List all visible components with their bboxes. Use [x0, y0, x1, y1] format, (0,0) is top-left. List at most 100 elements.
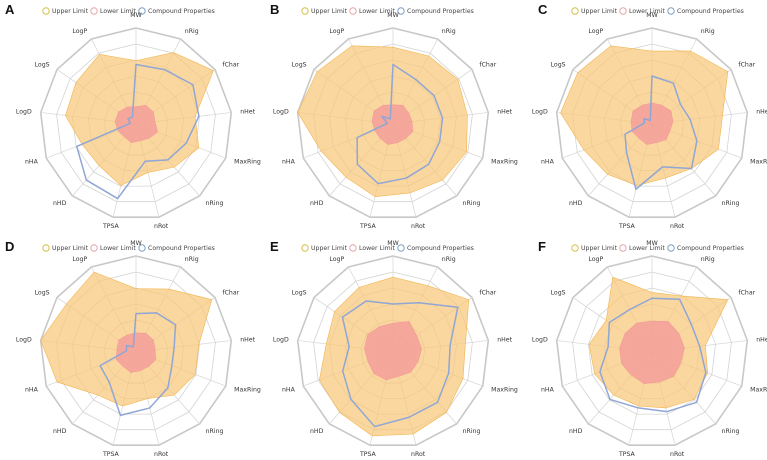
outer-grid-ring — [555, 27, 749, 219]
radar-panel-c: C Upper Limit Lower Limit Compound Properti… — [532, 2, 767, 230]
legend-upper-marker — [42, 244, 50, 252]
axis-label-logd: LogD — [532, 337, 548, 344]
compound-properties-line — [599, 297, 707, 413]
axis-label-logp: LogP — [329, 28, 344, 35]
legend-compound-marker — [138, 7, 146, 15]
lower-limit-area — [114, 104, 158, 143]
axis-label-logs: LogS — [551, 290, 566, 297]
axis-label-nha: nHA — [541, 386, 555, 393]
axis-label-maxring: MaxRing — [491, 386, 518, 393]
axis-label-nhd: nHD — [310, 428, 324, 435]
axis-label-mw: MW — [387, 12, 398, 19]
axis-label-tpsa: TPSA — [618, 223, 636, 230]
legend-upper-label: Upper Limit — [311, 8, 348, 15]
legend-upper-label: Upper Limit — [581, 8, 618, 15]
axis-label-logs: LogS — [551, 62, 566, 69]
axis-label-nrig: nRig — [701, 256, 715, 263]
legend-compound-label: Compound Properties — [407, 8, 474, 15]
legend-compound-label: Compound Properties — [677, 245, 744, 252]
axis-label-logs: LogS — [35, 62, 50, 69]
axis-label-tpsa: TPSA — [102, 451, 120, 458]
axis-label-nha: nHA — [25, 386, 39, 393]
legend-lower-marker — [349, 7, 357, 15]
legend-lower-label: Lower Limit — [100, 245, 136, 252]
axis-label-nhd: nHD — [569, 428, 583, 435]
legend-lower-label: Lower Limit — [100, 8, 136, 15]
legend-upper-marker — [301, 7, 309, 15]
axis-label-maxring: MaxRing — [750, 386, 767, 393]
axis-label-nhd: nHD — [569, 200, 583, 207]
axis-label-logd: LogD — [16, 337, 32, 344]
outer-grid-ring — [39, 255, 233, 447]
axis-label-nhet: nHet — [240, 337, 255, 344]
axis-label-nhd: nHD — [310, 200, 324, 207]
radar-panel-a: A Upper Limit Lower Limit Compound Properti… — [5, 2, 261, 230]
axis-label-logd: LogD — [16, 109, 32, 116]
axis-label-fchar: fChar — [479, 62, 496, 69]
panel-letter: D — [5, 239, 14, 254]
axis-label-maxring: MaxRing — [750, 158, 767, 165]
outer-grid-ring — [296, 27, 490, 219]
lower-limit-area — [630, 102, 674, 145]
legend-upper-label: Upper Limit — [581, 245, 618, 252]
axis-label-nrig: nRig — [185, 28, 199, 35]
panel-letter: A — [5, 2, 15, 17]
axis-label-nring: nRing — [206, 428, 224, 435]
legend-compound-label: Compound Properties — [148, 8, 215, 15]
axis-label-fchar: fChar — [479, 290, 496, 297]
legend-lower-label: Lower Limit — [359, 245, 395, 252]
axis-label-nrot: nRot — [670, 451, 685, 458]
axis-label-nring: nRing — [722, 428, 740, 435]
axis-label-maxring: MaxRing — [234, 386, 261, 393]
compound-properties-line — [99, 312, 177, 417]
legend-compound-marker — [397, 244, 405, 252]
legend-compound-label: Compound Properties — [677, 8, 744, 15]
legend-compound-label: Compound Properties — [148, 245, 215, 252]
radar-panel-d: D Upper Limit Lower Limit Compound Properti… — [5, 239, 261, 458]
legend-upper-label: Upper Limit — [311, 245, 348, 252]
compound-properties-line — [341, 300, 459, 428]
legend-lower-label: Lower Limit — [359, 8, 395, 15]
outer-grid-ring — [296, 255, 490, 447]
axis-label-maxring: MaxRing — [491, 158, 518, 165]
legend-compound-label: Compound Properties — [407, 245, 474, 252]
legend-compound-marker — [667, 7, 675, 15]
radar-panel-b: B Upper Limit Lower Limit Compound Properti… — [270, 2, 518, 230]
legend-upper-marker — [571, 7, 579, 15]
radar-panel-f: F Upper Limit Lower Limit Compound Properti… — [532, 239, 767, 458]
legend-upper-marker — [301, 244, 309, 252]
compound-properties-line — [356, 63, 444, 185]
axis-label-fchar: fChar — [222, 290, 239, 297]
legend-lower-marker — [90, 244, 98, 252]
axis-label-fchar: fChar — [222, 62, 239, 69]
axis-label-fchar: fChar — [738, 62, 755, 69]
axis-label-nha: nHA — [541, 158, 555, 165]
axis-label-logd: LogD — [273, 337, 289, 344]
axis-label-nrot: nRot — [411, 223, 426, 230]
axis-label-nhet: nHet — [497, 337, 512, 344]
axis-label-nrig: nRig — [701, 28, 715, 35]
axis-label-nrig: nRig — [442, 28, 456, 35]
axis-label-tpsa: TPSA — [618, 451, 636, 458]
legend-upper-marker — [42, 7, 50, 15]
panel-letter: E — [270, 239, 279, 254]
legend-lower-marker — [90, 7, 98, 15]
lower-limit-area — [619, 320, 685, 385]
panel-letter: B — [270, 2, 279, 17]
lower-limit-area — [371, 104, 414, 145]
legend-upper-marker — [571, 244, 579, 252]
legend-compound-marker — [397, 7, 405, 15]
compound-properties-line — [624, 75, 698, 190]
axis-label-logd: LogD — [532, 109, 548, 116]
axis-label-mw: MW — [387, 240, 398, 247]
axis-label-nhet: nHet — [756, 337, 767, 344]
axis-label-nhet: nHet — [756, 109, 767, 116]
axis-label-nring: nRing — [722, 200, 740, 207]
axis-label-nring: nRing — [463, 200, 481, 207]
axis-label-tpsa: TPSA — [359, 223, 377, 230]
legend-lower-marker — [619, 244, 627, 252]
panel-letter: C — [538, 2, 548, 17]
legend-upper-label: Upper Limit — [52, 245, 89, 252]
axis-label-tpsa: TPSA — [359, 451, 377, 458]
axis-label-nha: nHA — [282, 158, 296, 165]
